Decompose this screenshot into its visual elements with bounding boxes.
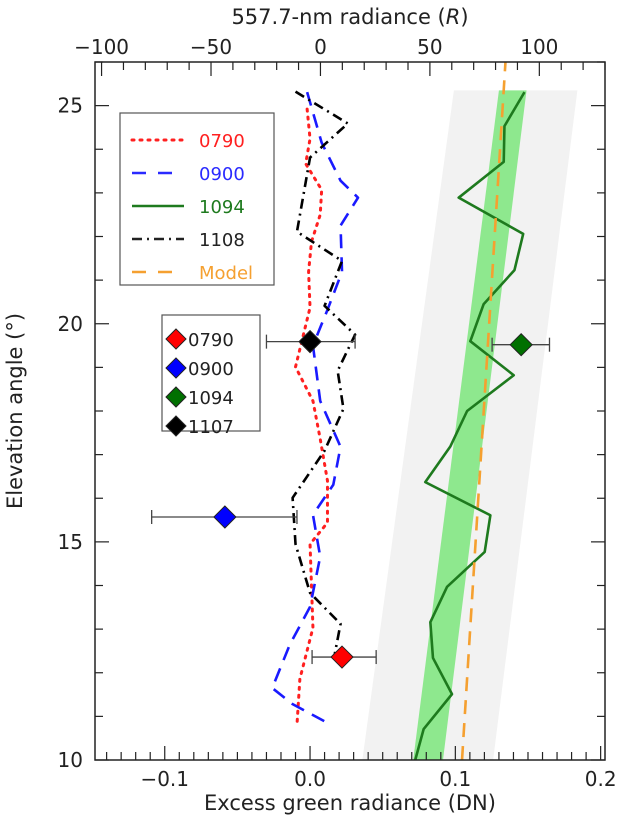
legend-label: 0900 (199, 164, 245, 185)
x2-tick-label: 50 (417, 35, 442, 59)
series-line-model (460, 62, 507, 760)
x-axis-title: Excess green radiance (DN) (204, 791, 496, 815)
x2-tick-label: 100 (520, 35, 558, 59)
x2-axis-title-unit: R (446, 5, 461, 29)
x2-tick-label: 0 (314, 35, 327, 59)
legend-label: 1094 (199, 197, 245, 218)
y-tick-label: 10 (58, 748, 83, 772)
x2-tick-label: −100 (74, 35, 129, 59)
legend-label: 0900 (188, 359, 234, 380)
axis-ticks: −0.1 0.0 0.1 0.2 −100 −50 0 50 100 10 15 20 25 (58, 35, 617, 791)
legend-label: 0790 (188, 330, 234, 351)
data-point-0900 (213, 505, 237, 529)
x2-axis-title-prefix: 557.7-nm radiance ( (231, 5, 445, 29)
series-line-1108 (291, 90, 357, 655)
x-tick-label: −0.1 (140, 767, 189, 791)
legend-label: Model (199, 263, 253, 284)
x2-axis-title-suffix: ) (460, 5, 468, 29)
legend-label: 0790 (199, 131, 245, 152)
data-point-0790 (330, 645, 354, 669)
series-line-0790 (294, 107, 329, 727)
series-line-1094 (413, 91, 526, 760)
y-tick-label: 25 (58, 94, 83, 118)
legend-label: 1107 (188, 417, 234, 438)
series-line-0900 (270, 91, 360, 725)
x-tick-label: 0.0 (294, 767, 326, 791)
data-point-1107 (298, 329, 322, 354)
point-legend: 0790 0900 1094 1107 (161, 314, 261, 438)
data-points (151, 329, 551, 669)
y-axis-title: Elevation angle (°) (3, 313, 27, 509)
model-uncertainty-narrow-band (413, 90, 527, 760)
y-tick-label: 20 (58, 312, 83, 336)
x-tick-label: 0.2 (585, 767, 617, 791)
line-legend-box (119, 112, 275, 286)
x-tick-label: 0.1 (439, 767, 471, 791)
bands (362, 90, 578, 760)
legend-marker-0900 (165, 357, 187, 379)
legend-label: 1108 (199, 230, 245, 251)
legend-marker-0790 (165, 328, 187, 350)
line-legend: 0790 0900 1094 1108 Model (119, 112, 275, 286)
x2-tick-label: −50 (190, 35, 232, 59)
data-point-1094 (509, 332, 533, 357)
legend-marker-1094 (165, 386, 187, 408)
legend-label: 1094 (188, 388, 234, 409)
series-lines (270, 62, 526, 760)
x2-axis-title: 557.7-nm radiance (R) (231, 5, 468, 29)
y-tick-label: 15 (58, 530, 83, 554)
legend-marker-1107 (165, 415, 187, 437)
